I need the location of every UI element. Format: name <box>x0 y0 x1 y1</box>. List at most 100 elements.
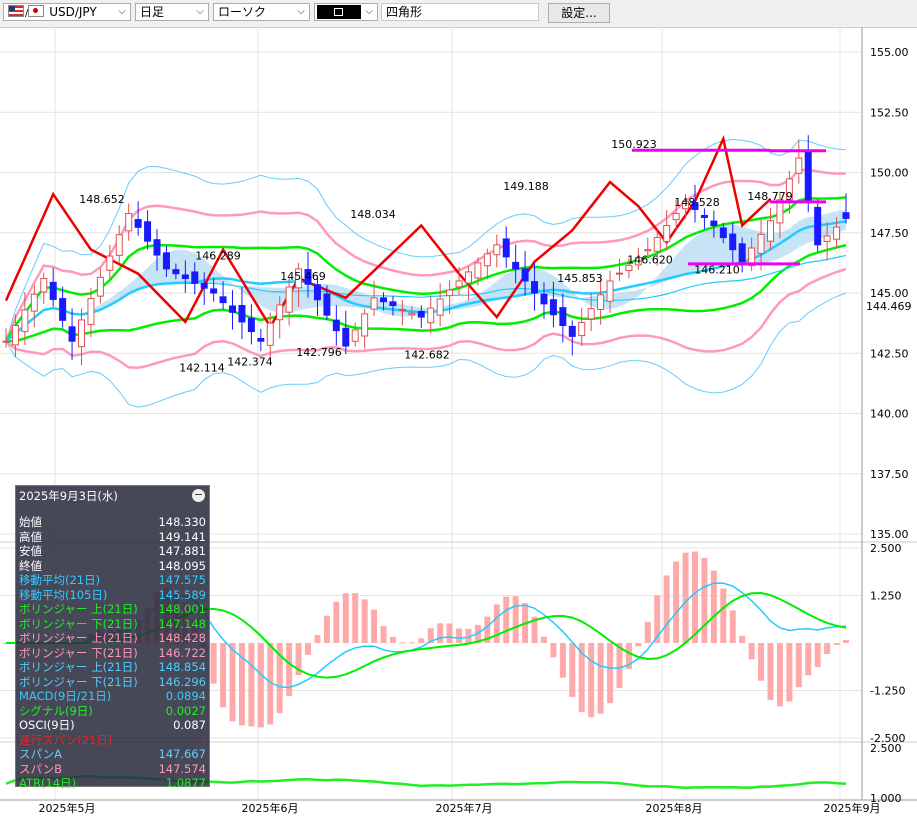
osci-bar <box>446 623 453 643</box>
info-row-value: 147.881 <box>158 544 206 558</box>
price-annotation: 142.114 <box>179 362 225 375</box>
toolbar: / USD/JPY ⌵ 日足 ⌵ ローソク ⌵ ⌵ 四角形 設定... <box>0 0 917 28</box>
osci-bar <box>427 628 434 643</box>
osci-bar <box>578 643 585 713</box>
candle-body <box>748 247 756 267</box>
osci-bar <box>654 595 661 643</box>
osci-bar <box>550 643 557 658</box>
candle-body <box>710 220 718 227</box>
symbol-select[interactable]: / USD/JPY ⌵ <box>3 3 131 21</box>
osci-bar <box>512 596 519 643</box>
color-select[interactable]: ⌵ <box>314 3 378 21</box>
osci-bar <box>238 643 245 726</box>
info-row: ボリンジャー 上(21日) 148.428 <box>16 631 209 646</box>
interval-select[interactable]: 日足 ⌵ <box>135 3 209 21</box>
info-row-value: 148.854 <box>158 660 206 674</box>
candle-body <box>153 239 161 256</box>
symbol-label: USD/JPY <box>49 5 97 19</box>
info-row: ボリンジャー 下(21日) 147.148 <box>16 617 209 632</box>
candle-body <box>446 289 454 297</box>
info-row-value: 147.575 <box>158 573 206 587</box>
info-row-label: ATR(14日) <box>19 776 77 790</box>
osci-bar <box>323 615 330 643</box>
chevron-down-icon[interactable]: ⌵ <box>365 6 373 17</box>
osci-bar <box>389 636 396 643</box>
price-annotation: 142.682 <box>404 348 450 361</box>
candle-body <box>814 206 822 246</box>
candle-body <box>531 281 539 294</box>
candle-body <box>96 276 104 297</box>
osci-bar <box>625 643 632 669</box>
osci-bar <box>220 643 227 708</box>
bollinger-lower-line <box>6 243 847 343</box>
x-tick-label: 2025年5月 <box>39 801 96 815</box>
candle-body <box>304 269 312 285</box>
osci-bar <box>776 643 783 707</box>
osci-bar <box>399 642 406 644</box>
candle-body <box>512 261 520 270</box>
candle-body <box>40 278 48 293</box>
candle-body <box>59 298 67 321</box>
y-tick-label: 147.50 <box>870 227 909 240</box>
osci-bar <box>456 628 463 643</box>
candle-body <box>804 151 812 202</box>
info-row-label: ボリンジャー 上(21日) <box>19 602 138 616</box>
price-annotation: 145.853 <box>557 272 603 285</box>
candle-body <box>11 325 19 346</box>
candle-body <box>210 288 218 294</box>
info-row-value: 147.574 <box>158 761 206 776</box>
chevron-down-icon[interactable]: ⌵ <box>297 6 305 17</box>
info-row: ボリンジャー 上(21日) 148.854 <box>16 660 209 675</box>
info-row: ボリンジャー 上(21日) 148.001 <box>16 602 209 617</box>
osci-bar <box>267 643 274 725</box>
price-annotation: 145.469 <box>280 270 326 283</box>
candle-body <box>795 157 803 174</box>
x-tick-label: 2025年6月 <box>242 801 299 815</box>
minus-circle-icon[interactable]: − <box>192 488 205 502</box>
info-row-label: MACD(9日/21日) <box>19 689 112 703</box>
info-row: スパンB 147.574 <box>16 762 209 777</box>
candle-body <box>181 274 189 280</box>
candle-body <box>125 212 133 232</box>
price-annotation: 146.210 <box>694 263 740 276</box>
candle-body <box>2 340 10 343</box>
chart-type-label: ローソク <box>218 5 267 19</box>
candle-body <box>389 301 397 307</box>
bollinger-upper-line <box>4 168 846 342</box>
candle-body <box>68 326 76 342</box>
price-annotation: 148.034 <box>350 208 396 221</box>
candle-body <box>144 221 152 242</box>
candle-body <box>172 269 180 275</box>
candle-body <box>229 305 237 313</box>
interval-label: 日足 <box>140 5 165 19</box>
candle-body <box>285 286 293 313</box>
draw-tool-field[interactable]: 四角形 <box>381 3 539 21</box>
osci-bar <box>465 628 472 643</box>
osci-bar <box>673 561 680 643</box>
info-panel-header: 2025年9月3日(水) − <box>16 486 209 506</box>
candle-body <box>483 253 491 267</box>
candle-body <box>738 243 746 263</box>
chart-type-select[interactable]: ローソク ⌵ <box>213 3 310 21</box>
candle-body <box>502 238 510 258</box>
candle-body <box>427 307 435 324</box>
info-row-value: 148.095 <box>158 558 206 573</box>
chevron-down-icon[interactable]: ⌵ <box>118 6 126 17</box>
current-price-label: 144.469 <box>866 300 912 313</box>
price-annotation: 148.779 <box>747 190 793 203</box>
settings-button[interactable]: 設定... <box>548 3 610 23</box>
y-tick-label: 1.000 <box>870 792 902 805</box>
draw-tool-label: 四角形 <box>386 5 423 19</box>
info-row-label: ボリンジャー 上(21日) <box>19 660 138 674</box>
info-row-value: 0.0894 <box>165 689 206 703</box>
candle-body <box>417 310 425 318</box>
y-tick-label: 155.00 <box>870 46 909 59</box>
price-annotation: 148.652 <box>79 193 125 206</box>
price-annotation: 142.796 <box>296 346 342 359</box>
info-row: ATR(14日) 1.0877 <box>16 776 209 791</box>
candle-body <box>833 226 841 240</box>
osci-bar <box>616 643 623 689</box>
candle-body <box>408 312 416 316</box>
chevron-down-icon[interactable]: ⌵ <box>196 6 204 17</box>
osci-bar <box>635 643 642 647</box>
